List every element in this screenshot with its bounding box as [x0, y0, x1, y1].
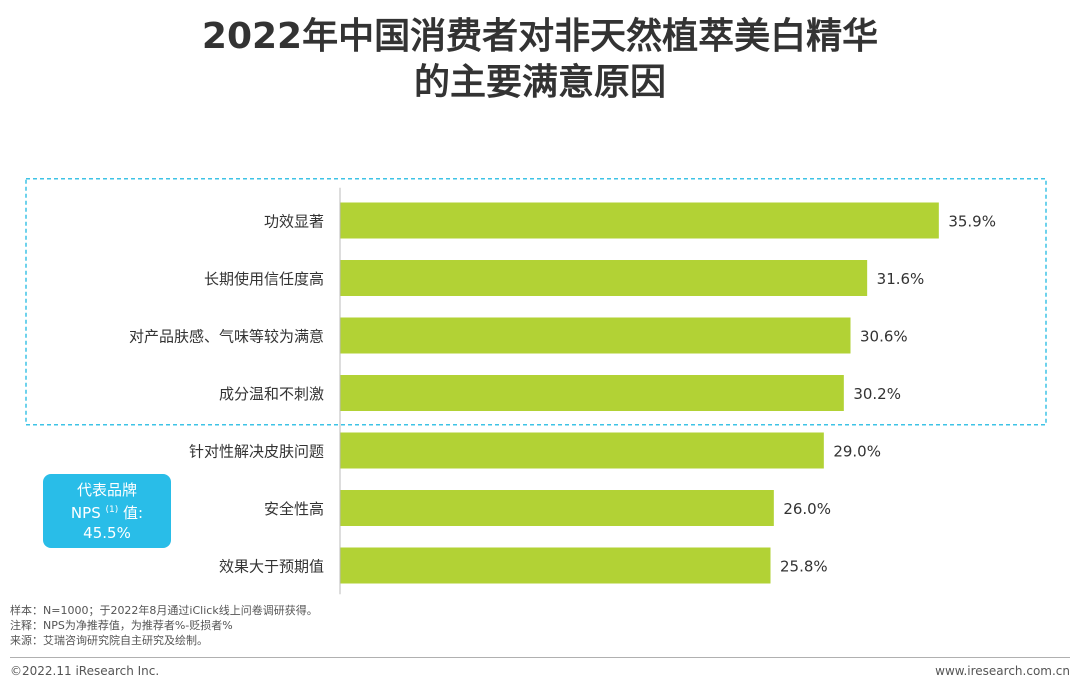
data-label: 30.6%: [860, 328, 908, 346]
nps-callout-line1: 代表品牌: [76, 480, 137, 499]
nps-note-mark: (1): [105, 504, 119, 515]
data-label: 30.2%: [853, 385, 901, 403]
category-label: 安全性高: [264, 500, 324, 518]
bar: [340, 375, 844, 411]
data-label: 35.9%: [948, 213, 996, 231]
nps-suffix: 值:: [118, 503, 144, 522]
footer-copyright: ©2022.11 iResearch Inc.: [10, 664, 160, 678]
data-label: 29.0%: [833, 443, 881, 461]
chart-title-line2: 的主要满意原因: [413, 62, 666, 103]
chart-title-line1: 2022年中国消费者对非天然植萃美白精华: [201, 16, 879, 57]
category-label: 长期使用信任度高: [204, 270, 324, 288]
footer-website: www.iresearch.com.cn: [935, 664, 1070, 678]
category-label: 效果大于预期值: [219, 558, 324, 576]
data-label: 31.6%: [877, 270, 925, 288]
bar: [340, 317, 851, 354]
bar: [340, 260, 868, 296]
data-label: 25.8%: [780, 558, 828, 576]
nps-value: 45.5%: [83, 523, 131, 542]
data-label: 26.0%: [783, 500, 831, 518]
category-label: 针对性解决皮肤问题: [189, 443, 324, 461]
highlight-box: [25, 178, 1047, 426]
notes: 样本：N=1000；于2022年8月通过iClick线上问卷调研获得。 注释：N…: [10, 603, 318, 648]
note-annotation: 注释：NPS为净推荐值，为推荐者%-贬损者%: [10, 619, 233, 632]
bar: [340, 547, 771, 584]
bar: [340, 490, 774, 526]
category-label: 成分温和不刺激: [219, 385, 324, 403]
note-source: 来源：艾瑞咨询研究院自主研究及绘制。: [10, 634, 208, 647]
bar: [340, 202, 939, 239]
category-label: 对产品肤感、气味等较为满意: [129, 328, 324, 346]
category-label: 功效显著: [264, 213, 324, 231]
footer-divider: [10, 657, 1070, 658]
nps-label: NPS: [70, 503, 101, 522]
nps-callout-line2: NPS (1) 值:: [43, 500, 171, 523]
note-sample: 样本：N=1000；于2022年8月通过iClick线上问卷调研获得。: [10, 604, 318, 617]
bar: [340, 432, 824, 469]
nps-callout: 代表品牌 NPS (1) 值: 45.5%: [43, 474, 171, 548]
chart-title: 2022年中国消费者对非天然植萃美白精华 的主要满意原因: [0, 14, 1080, 106]
